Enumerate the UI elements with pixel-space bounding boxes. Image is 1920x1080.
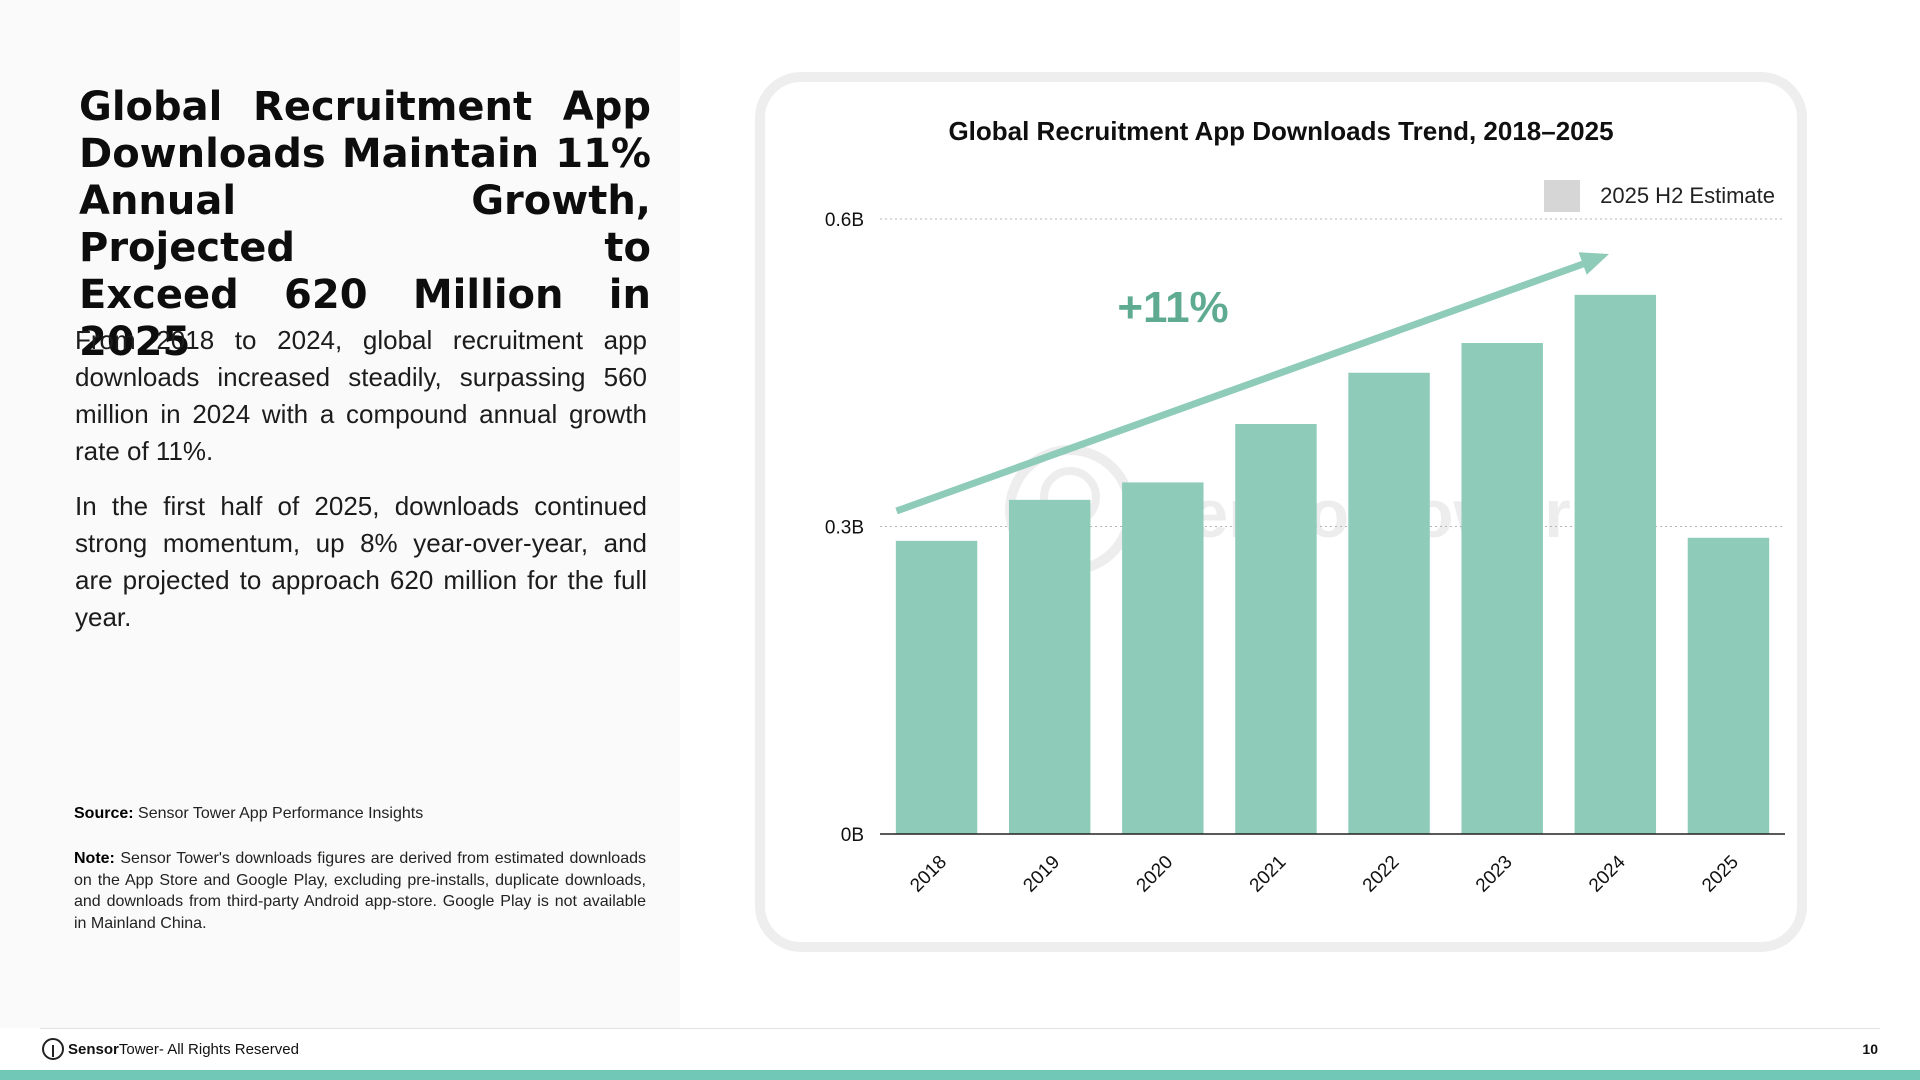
note-label: Note:: [74, 850, 115, 867]
legend: 2025 H2 Estimate: [1544, 180, 1775, 212]
y-tick-label: 0.3B: [825, 518, 864, 539]
x-tick-label: 2024: [1585, 851, 1630, 896]
brand-name-bold: Sensor: [68, 1040, 119, 1058]
source-text: Sensor Tower App Performance Insights: [138, 805, 424, 822]
sensortower-logo-icon: [42, 1038, 64, 1060]
left-panel: Global Recruitment App Downloads Maintai…: [0, 0, 680, 1028]
headline-line: Annual Growth, Projected to: [79, 178, 651, 271]
growth-annotation: +11%: [895, 252, 1609, 515]
bar-2018: [895, 540, 978, 834]
footer-divider: [40, 1028, 1880, 1029]
source-line: Source: Sensor Tower App Performance Ins…: [74, 805, 646, 823]
bar-2021: [1235, 424, 1317, 834]
body-text: From 2018 to 2024, global recruitment ap…: [75, 322, 647, 654]
legend-label: 2025 H2 Estimate: [1600, 183, 1775, 208]
bar-2025: [1687, 537, 1770, 834]
paragraph: From 2018 to 2024, global recruitment ap…: [75, 325, 647, 466]
footer-brand: Sensor Tower - All Rights Reserved: [42, 1038, 299, 1060]
rights-text: - All Rights Reserved: [158, 1040, 299, 1058]
headline-line: Exceed 620 Million in 2025: [79, 272, 651, 365]
legend-swatch: [1544, 180, 1581, 212]
page-title: Global Recruitment App Downloads Maintai…: [79, 84, 651, 366]
x-tick-label: 2023: [1472, 852, 1517, 897]
growth-arrow-line: [895, 255, 1599, 515]
bar-2024: [1574, 294, 1657, 835]
source-label: Source:: [74, 805, 134, 822]
bar-layer: [895, 294, 1770, 835]
note-text: Sensor Tower's downloads figures are der…: [74, 850, 646, 932]
brand-name-regular: Tower: [118, 1040, 159, 1058]
x-tick-label: 2020: [1133, 852, 1178, 897]
page-number: 10: [1862, 1041, 1878, 1057]
headline-line: Downloads Maintain 11%: [79, 131, 651, 177]
note: Note: Sensor Tower's downloads figures a…: [74, 848, 646, 934]
x-tick-label: 2025: [1698, 852, 1743, 897]
bar-2019: [1008, 499, 1091, 834]
x-tick-label: 2018: [906, 852, 951, 897]
growth-arrow-head-icon: [1578, 252, 1609, 275]
bottom-accent-bar: [0, 1070, 1920, 1080]
x-tick-label: 2022: [1359, 852, 1404, 897]
y-tick-label: 0B: [841, 825, 864, 846]
growth-label: +11%: [1117, 283, 1228, 332]
headline-line: Global Recruitment App: [79, 84, 651, 130]
bar-2022: [1348, 372, 1430, 834]
paragraph: In the first half of 2025, downloads con…: [75, 491, 647, 632]
bar-2020: [1122, 482, 1204, 834]
x-tick-label: 2019: [1019, 852, 1064, 897]
y-tick-label: 0.6B: [825, 210, 864, 231]
bar-2023: [1461, 343, 1543, 834]
chart-title: Global Recruitment App Downloads Trend, …: [948, 116, 1614, 146]
x-tick-label: 2021: [1246, 852, 1291, 897]
